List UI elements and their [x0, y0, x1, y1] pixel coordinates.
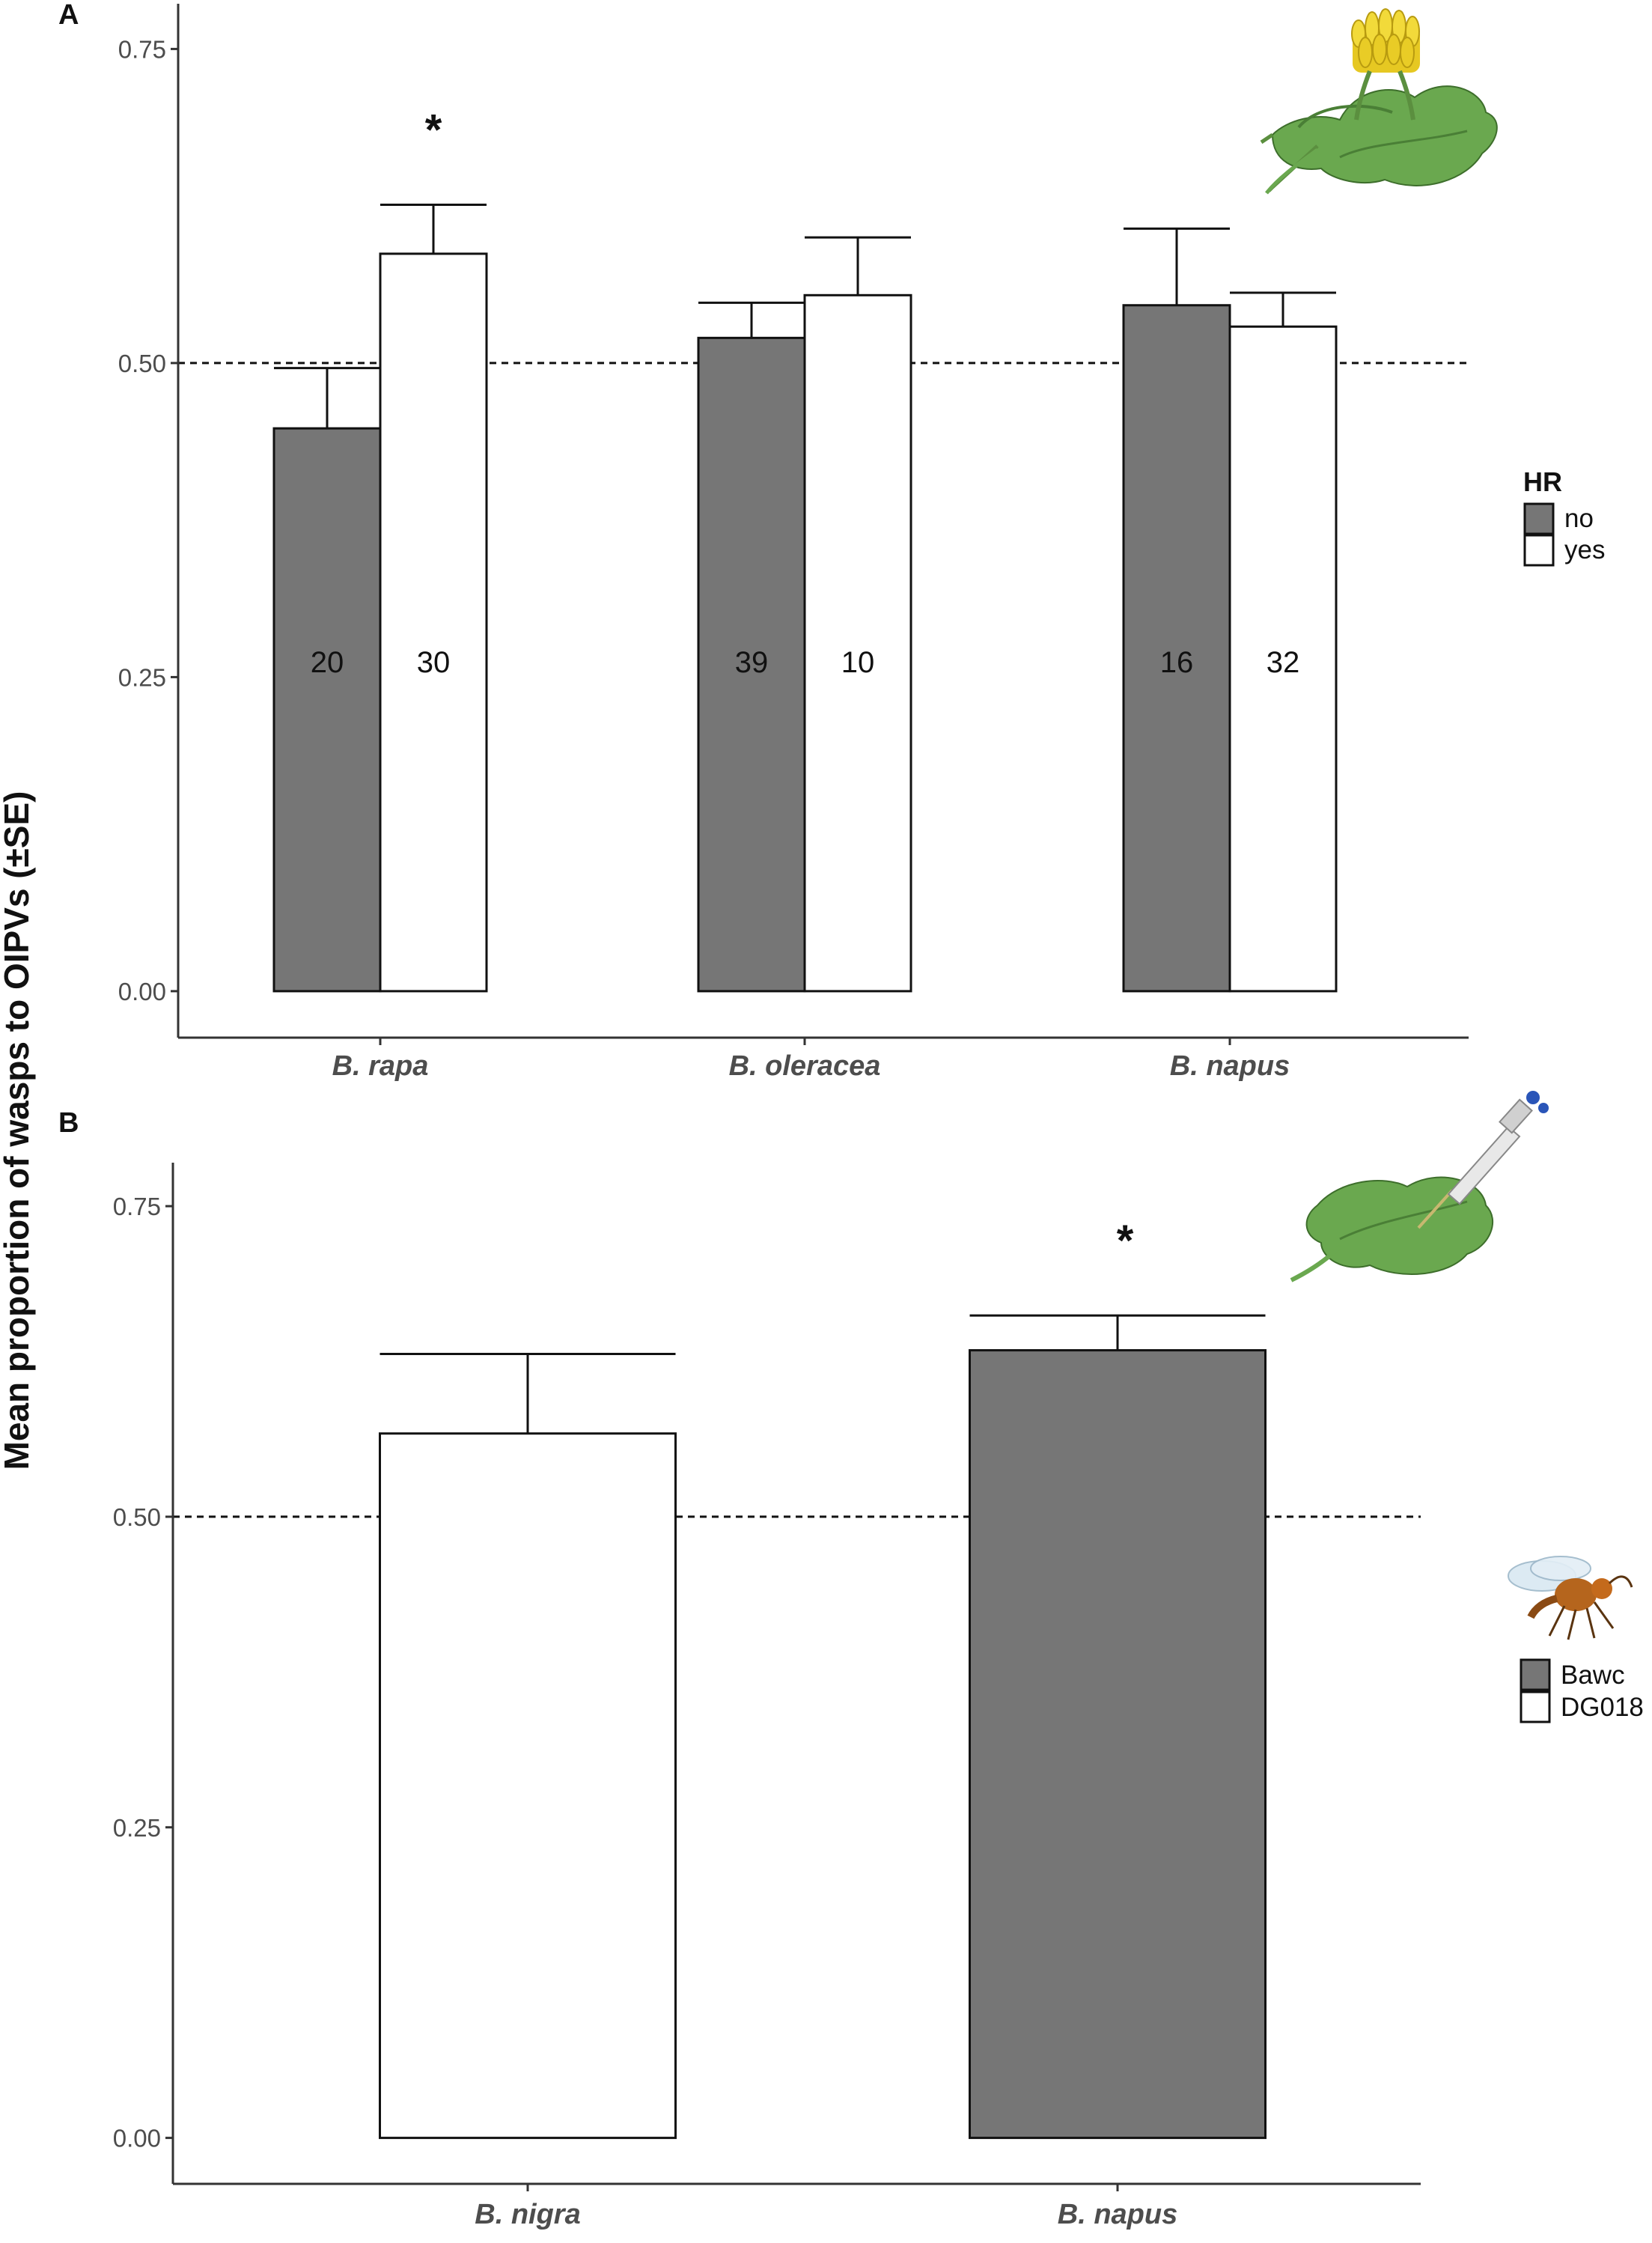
legend-b-label-bawc: Bawc: [1561, 1661, 1625, 1690]
panel-a-sample-size: 20: [311, 646, 344, 679]
panel-a-sample-size: 32: [1267, 646, 1300, 679]
panel-a-bar: [803, 293, 912, 993]
wasp-icon: [1508, 1556, 1633, 1640]
panel-a-legend: HR no yes: [1523, 466, 1605, 567]
panel-b-bar: [969, 1349, 1267, 2140]
panel-a-category-label: B. oleracea: [729, 1050, 881, 1082]
panel-a-ytick-label: 0.75: [118, 35, 166, 63]
legend-a-title: HR: [1523, 466, 1562, 497]
panel-b-bar: [379, 1432, 677, 2140]
panel-b-ytick-label: 0.50: [113, 1503, 161, 1531]
panel-b-label: B: [58, 1107, 79, 1139]
panel-a-sample-size: 16: [1160, 646, 1194, 679]
panel-a-bar: [1122, 304, 1231, 993]
panel-a-label: A: [58, 0, 79, 31]
panel-b: B * 0.00 0.25 0.50 0.75 B. nigra B. napus Baw…: [58, 1091, 1644, 2230]
panel-a-bar: [272, 427, 382, 993]
panel-a-ytick-label: 0.00: [118, 978, 166, 1005]
panel-a-sample-size: 30: [417, 646, 451, 679]
leaf-pipette-icon: [1290, 1091, 1549, 1282]
legend-a-label-yes: yes: [1564, 535, 1605, 564]
legend-a-label-no: no: [1564, 504, 1594, 533]
panel-b-significance-star: *: [1117, 1217, 1134, 1265]
panel-a-bar: [1228, 325, 1338, 993]
panel-b-legend: Bawc DG018: [1520, 1658, 1644, 1723]
panel-a-ytick-label: 0.25: [118, 663, 166, 691]
panel-b-ytick-label: 0.00: [113, 2125, 161, 2152]
panel-a-category-label: B. napus: [1170, 1050, 1290, 1082]
panel-b-ytick-label: 0.75: [113, 1193, 161, 1220]
flowering-plant-icon: [1260, 8, 1498, 195]
panel-a-bar: [379, 252, 488, 993]
panel-a-category-label: B. rapa: [332, 1050, 429, 1082]
legend-b-label-dg018: DG018: [1561, 1693, 1644, 1722]
panel-a-ytick-label: 0.50: [118, 350, 166, 377]
panel-a: A 20 30 * 39 10 16 32 0.00 0.25 0.50 0.75 B. rapa B…: [58, 0, 1605, 1082]
panel-a-significance-star: *: [425, 106, 442, 154]
panel-b-ytick-label: 0.25: [113, 1814, 161, 1842]
legend-a-swatch-yes: [1523, 534, 1555, 567]
y-axis-label: Mean proportion of wasps to OIPVs (±SE): [0, 791, 36, 1470]
panel-b-category-label: B. nigra: [475, 2199, 580, 2230]
panel-a-bar: [697, 336, 806, 993]
panel-b-category-label: B. napus: [1058, 2199, 1177, 2230]
panel-a-sample-size: 10: [841, 646, 875, 679]
panel-a-sample-size: 39: [735, 646, 769, 679]
legend-b-swatch-bawc: [1520, 1658, 1551, 1691]
legend-a-swatch-no: [1523, 502, 1555, 535]
legend-b-swatch-dg018: [1520, 1690, 1551, 1723]
